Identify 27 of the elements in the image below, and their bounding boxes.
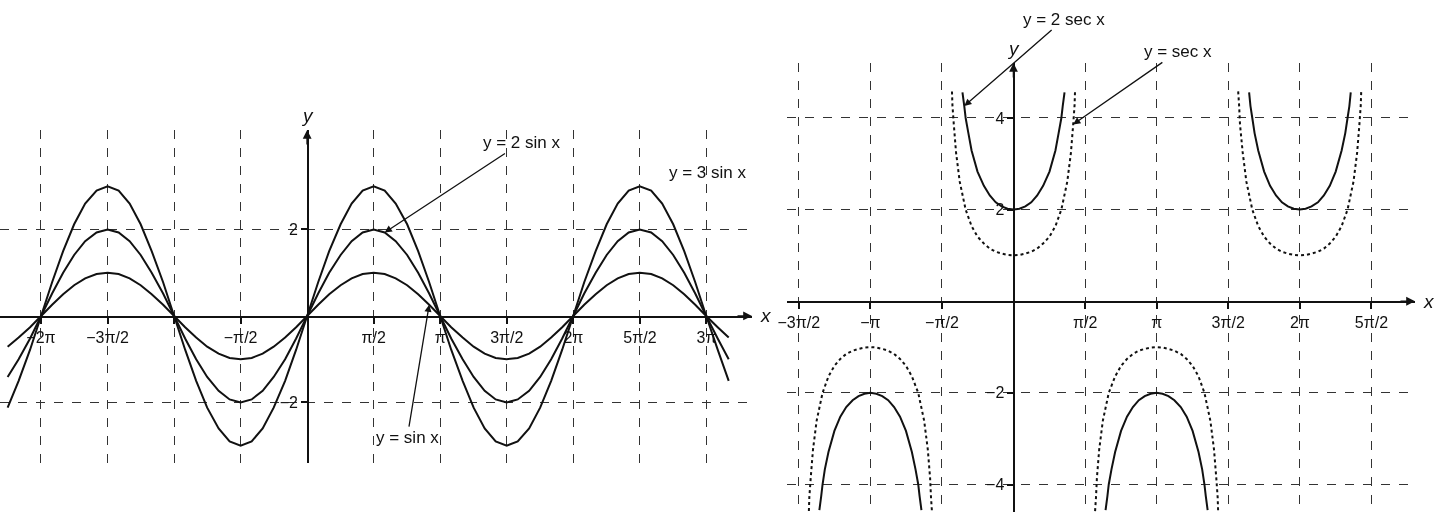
y-tick-label: 4 xyxy=(995,109,1005,127)
x-tick-label: π/2 xyxy=(1072,314,1098,332)
text: y = sin x xyxy=(376,428,440,447)
x-tick-label: π xyxy=(434,328,446,346)
y-axis-title: y xyxy=(1007,38,1020,59)
x-tick-label: −3π/2 xyxy=(777,314,821,332)
x-tick-label: −π/2 xyxy=(223,328,258,346)
y-tick-label: −2 xyxy=(986,384,1005,402)
text: y = 2 sec x xyxy=(1023,10,1106,29)
y-axis-title: y xyxy=(301,105,314,126)
x-tick-label: 2π xyxy=(1289,314,1310,332)
x-tick-label: 3π/2 xyxy=(1211,314,1245,332)
x-tick-label: 5π/2 xyxy=(1354,314,1389,332)
x-tick-label: −π xyxy=(860,314,881,332)
x-tick-label: π/2 xyxy=(361,328,386,346)
x-tick-label: −π/2 xyxy=(925,314,959,332)
x-axis-title: x xyxy=(760,305,772,326)
y-tick-label: −2 xyxy=(279,394,299,412)
text: y = 2 sin x xyxy=(483,133,561,152)
text: y = sec x xyxy=(1144,42,1213,61)
x-tick-label: −3π/2 xyxy=(86,328,129,346)
x-tick-label: π xyxy=(1151,314,1163,332)
x-tick-label: 3π/2 xyxy=(490,328,524,346)
series-label: y = 3 sin x xyxy=(669,163,747,182)
x-axis-title: x xyxy=(1423,291,1435,312)
y-tick-label: −4 xyxy=(986,476,1005,494)
x-tick-label: 5π/2 xyxy=(623,328,657,346)
